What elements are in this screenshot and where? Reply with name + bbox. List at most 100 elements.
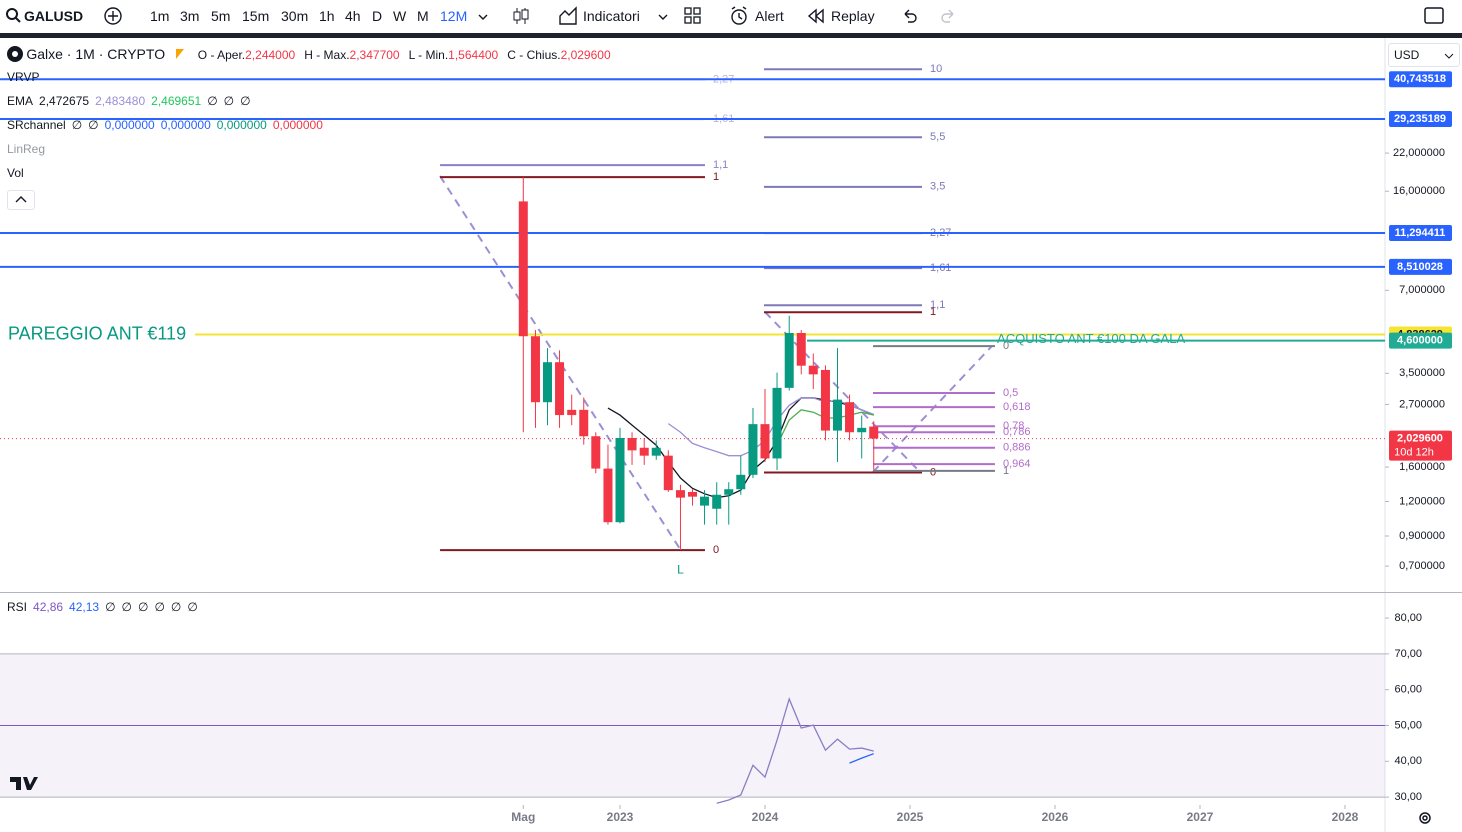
rsi-value: ∅	[154, 600, 165, 614]
replay-button[interactable]: Replay	[831, 8, 875, 24]
interval[interactable]: 4h	[345, 8, 361, 24]
fib-label: 0,618	[1003, 401, 1031, 413]
x-tick-label: 2027	[1187, 810, 1214, 824]
symbol[interactable]: GALUSD	[24, 8, 84, 24]
candle-body	[772, 387, 782, 459]
candle-body	[555, 362, 565, 416]
candle-body	[700, 496, 710, 506]
undo[interactable]	[901, 7, 919, 25]
fib-label: 1,1	[930, 299, 945, 311]
indicator-name: LinReg	[7, 142, 46, 156]
candle-body	[651, 447, 661, 456]
candle-body	[857, 427, 867, 433]
price-box-label: 4,600000	[1397, 334, 1443, 346]
layouts-icon[interactable]	[683, 6, 703, 26]
rsi-value: ∅	[187, 600, 198, 614]
interval[interactable]: 1m	[150, 8, 170, 24]
price-box-label: 29,235189	[1394, 113, 1446, 125]
chevron[interactable]	[477, 11, 489, 23]
indicators-icon[interactable]	[558, 6, 578, 26]
interval[interactable]: 12M	[440, 8, 468, 24]
chevron[interactable]	[657, 11, 669, 23]
y-tick-label: 30,00	[1394, 791, 1422, 803]
rsi-line	[849, 753, 874, 764]
indicator-row: Vol	[7, 166, 24, 180]
chart-type[interactable]	[511, 6, 531, 26]
market-status	[176, 49, 185, 59]
candle-body	[615, 437, 625, 523]
candle-body	[675, 490, 685, 498]
fib-label: 1,1	[713, 159, 728, 171]
redo[interactable]	[939, 7, 957, 25]
price-box	[1389, 111, 1452, 128]
candle-body	[712, 494, 722, 509]
price-box-label: 40,743518	[1394, 73, 1446, 85]
ohlc-label: H - Max.	[304, 48, 350, 62]
interval[interactable]: 1h	[319, 8, 335, 24]
ohlc-label: C - Chius.	[507, 48, 561, 62]
y-tick-label: 70,00	[1394, 648, 1422, 660]
y-tick-label: 80,00	[1394, 612, 1422, 624]
y-tick-label: 1,200000	[1399, 495, 1445, 507]
interval[interactable]: W	[393, 8, 407, 24]
rsi-name: RSI	[7, 600, 28, 614]
candle-body	[603, 468, 613, 523]
fib-label: 1	[930, 306, 936, 318]
interval[interactable]: 30m	[281, 8, 309, 24]
indicator-value: 0,000000	[216, 118, 267, 132]
indicator-value: 2,469651	[151, 94, 202, 108]
fib-label: 0,786	[1003, 426, 1031, 438]
candle-body	[591, 436, 601, 469]
price-box	[1389, 430, 1452, 461]
interval[interactable]: 15m	[242, 8, 270, 24]
indicator-row: VRVP	[7, 70, 39, 84]
price-box	[1389, 258, 1452, 275]
candle-body	[663, 455, 673, 491]
y-tick-label: 2,700000	[1399, 398, 1445, 410]
y-tick-label: 0,700000	[1399, 560, 1445, 572]
indicators-button[interactable]: Indicatori	[583, 8, 640, 24]
alert-icon[interactable]	[728, 5, 750, 27]
candle-body	[579, 409, 589, 437]
candle-body	[530, 336, 540, 403]
drawings	[439, 175, 993, 550]
candle-body	[869, 426, 879, 439]
y-tick-label: 22,000000	[1393, 147, 1445, 159]
currency: USD	[1394, 48, 1420, 62]
x-tick-label: 2024	[752, 810, 779, 824]
add-symbol[interactable]	[103, 6, 123, 26]
currency-select[interactable]: USD	[1388, 43, 1460, 67]
interval[interactable]: 5m	[211, 8, 231, 24]
candle-body	[567, 409, 577, 416]
x-tick-label: Mag	[511, 810, 535, 824]
fib-label: 1	[1003, 465, 1009, 477]
collapse-button[interactable]	[7, 190, 35, 210]
interval[interactable]: M	[417, 8, 429, 24]
search-icon[interactable]	[6, 8, 22, 24]
candle-body	[688, 491, 697, 497]
ohlc: O - Aper.2,244000 H - Max.2,347700 L - Min…	[198, 48, 611, 62]
ohlc-label: O - Aper.	[197, 48, 246, 62]
trend-drawing	[872, 345, 993, 473]
indicator-name: EMA	[7, 94, 34, 108]
alert-button[interactable]: Alert	[755, 8, 784, 24]
replay-icon[interactable]	[806, 6, 826, 26]
indicator-value: ∅	[223, 94, 235, 108]
candle-body	[784, 333, 794, 388]
settings-icon[interactable]	[1419, 812, 1431, 824]
ohlc-value: 2,029600	[560, 48, 611, 62]
interval[interactable]: D	[372, 8, 383, 24]
y-tick-label: 0,900000	[1399, 530, 1445, 542]
rsi-line	[716, 697, 874, 804]
candle-body	[748, 424, 758, 475]
indicator-name: Vol	[7, 166, 24, 180]
interval[interactable]: 3m	[180, 8, 200, 24]
fib-label: 0	[1003, 340, 1009, 352]
price-box-label: 2,029600	[1397, 433, 1443, 445]
symbol-row: Galxe · 1M · CRYPTO O - Aper.2,244000 H -…	[7, 46, 611, 62]
rsi-value: ∅	[105, 600, 116, 614]
fullscreen[interactable]	[1423, 5, 1445, 27]
candle-body	[760, 424, 770, 459]
x-tick-label: 2026	[1042, 810, 1069, 824]
y-tick-label: 50,00	[1394, 719, 1422, 731]
